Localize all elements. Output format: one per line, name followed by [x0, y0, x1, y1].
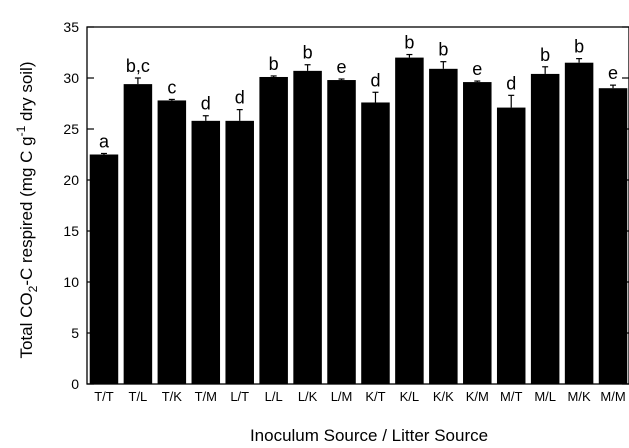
- significance-label: e: [608, 63, 618, 83]
- significance-label: b,c: [126, 56, 150, 76]
- x-tick-label: T/M: [195, 389, 217, 404]
- significance-label: e: [337, 57, 347, 77]
- bar: [598, 88, 628, 384]
- x-tick-label: K/K: [433, 389, 454, 404]
- bar: [463, 82, 492, 384]
- bar: [259, 76, 288, 384]
- y-tick-label: 15: [63, 223, 79, 239]
- bar: [564, 62, 594, 384]
- significance-label: b: [540, 45, 550, 65]
- y-axis-title-middle: -C respired (mg C g: [17, 136, 36, 285]
- significance-label: d: [235, 88, 245, 108]
- significance-label: d: [506, 73, 516, 93]
- x-tick-label: T/K: [162, 389, 183, 404]
- x-tick-label: K/M: [466, 389, 489, 404]
- bar: [293, 70, 322, 385]
- bar: [225, 120, 254, 384]
- significance-label: d: [370, 70, 380, 90]
- y-tick-label: 30: [63, 70, 79, 86]
- y-tick-label: 25: [63, 121, 79, 137]
- y-axis-title-prefix: Total CO: [17, 292, 36, 358]
- x-tick-label: M/M: [600, 389, 625, 404]
- y-tick-label: 0: [71, 376, 79, 392]
- significance-label: e: [472, 59, 482, 79]
- significance-label: d: [201, 94, 211, 114]
- bar: [395, 57, 424, 384]
- significance-label: a: [99, 131, 110, 151]
- y-tick-label: 5: [71, 325, 79, 341]
- bar: [191, 120, 221, 384]
- x-axis-title: Inoculum Source / Litter Source: [250, 426, 488, 445]
- x-tick-label: M/K: [568, 389, 591, 404]
- bar: [496, 107, 526, 384]
- significance-label: b: [404, 33, 414, 53]
- significance-label: b: [438, 40, 448, 60]
- bar: [157, 100, 187, 384]
- significance-label: b: [574, 37, 584, 57]
- x-tick-label: L/M: [331, 389, 353, 404]
- x-tick-label: M/T: [500, 389, 522, 404]
- x-tick-label: L/K: [298, 389, 318, 404]
- x-tick-label: L/L: [265, 389, 283, 404]
- x-tick-label: T/L: [129, 389, 148, 404]
- x-tick-label: K/T: [365, 389, 385, 404]
- x-tick-label: M/L: [534, 389, 556, 404]
- plot-area: 0 5 10 15 20 25 30 35 a T/T b,c T/L c T/K d T/M d L/T b L/L…: [63, 19, 629, 404]
- y-axis-title: Total CO2-C respired (mg C g-1 dry soil): [14, 62, 40, 359]
- x-tick-label: L/T: [230, 389, 249, 404]
- bar: [429, 68, 458, 384]
- plot-frame: [86, 26, 629, 385]
- bar: [530, 73, 560, 385]
- y-tick-label: 20: [63, 172, 79, 188]
- significance-label: b: [269, 54, 279, 74]
- x-tick-label: K/L: [400, 389, 420, 404]
- bar: [89, 154, 119, 384]
- y-tick-label: 35: [63, 19, 79, 35]
- y-axis-title-superscript: -1: [14, 125, 28, 136]
- y-axis-title-group: Total CO2-C respired (mg C g-1 dry soil): [14, 62, 40, 359]
- x-tick-label: T/T: [94, 389, 114, 404]
- significance-label: b: [303, 43, 313, 63]
- bar: [361, 102, 390, 384]
- significance-label: c: [167, 77, 176, 97]
- y-axis-title-suffix: dry soil): [17, 62, 36, 126]
- bar: [327, 80, 356, 384]
- y-tick-label: 10: [63, 274, 79, 290]
- bar: [123, 84, 153, 385]
- y-axis-title-subscript: 2: [26, 285, 40, 292]
